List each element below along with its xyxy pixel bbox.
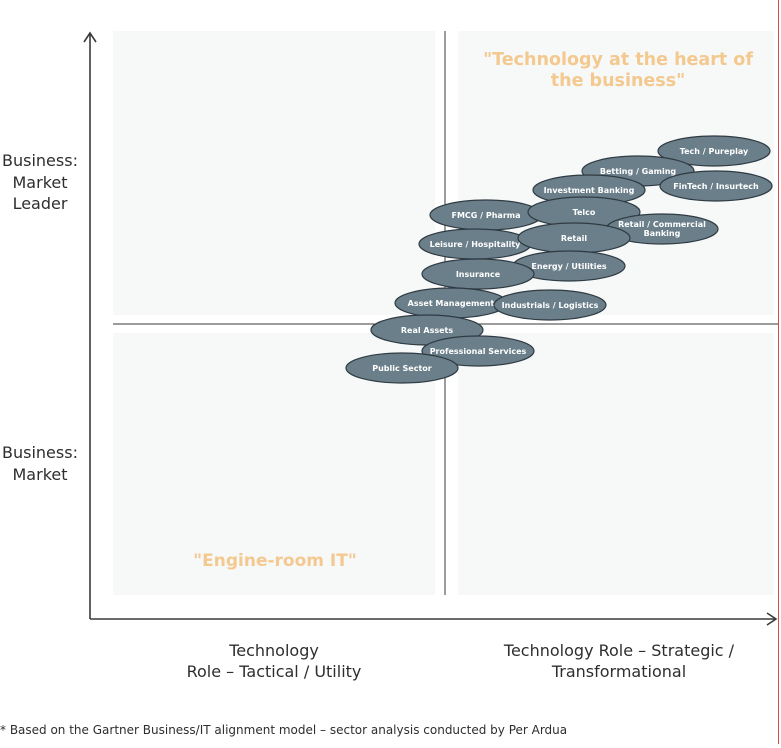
y-axis-top-label: Business: Market Leader <box>0 150 80 215</box>
sector-bubble: Energy / Utilities <box>512 250 626 282</box>
sector-bubble-label: Investment Banking <box>544 186 635 195</box>
x-axis-right-label: Technology Role – Strategic / Transforma… <box>478 640 760 682</box>
x-right-line-2: Transformational <box>551 662 687 681</box>
sector-bubble-label: FinTech / Insurtech <box>673 182 759 191</box>
sector-bubble: Professional Services <box>421 335 535 367</box>
sector-bubble-shape <box>493 289 607 321</box>
y-bottom-line-2: Market <box>12 464 68 484</box>
sector-bubble-label: Leisure / Hospitality <box>430 240 522 249</box>
sector-bubble: Retail / Commercial Banking <box>605 213 719 245</box>
y-top-line-2: Market <box>12 172 68 192</box>
sector-bubble: Tech / Pureplay <box>657 135 771 167</box>
y-top-line-3: Leader <box>12 194 68 213</box>
sector-bubble-label: Energy / Utilities <box>531 262 607 271</box>
top-right-quote-line-1: "Technology at the heart of <box>483 50 753 70</box>
sector-bubble-shape <box>657 135 771 167</box>
x-left-line-2: Role – Tactical / Utility <box>186 662 362 681</box>
quadrant-top-left <box>113 31 435 315</box>
x-axis-arrow-icon <box>766 612 778 626</box>
x-left-line-1: Technology <box>229 641 319 660</box>
y-axis-bottom-label: Business: Market <box>0 442 80 485</box>
top-right-quote-line-2: the business" <box>550 71 686 91</box>
sector-bubble-label: Tech / Pureplay <box>680 147 749 156</box>
sector-bubble-label: FMCG / Pharma <box>452 211 521 220</box>
x-right-line-1: Technology Role – Strategic / <box>503 641 735 660</box>
page-edge-line <box>778 0 779 744</box>
sector-bubble: Leisure / Hospitality <box>418 228 532 260</box>
quadrant-bottom-right <box>458 333 774 595</box>
top-right-quote: "Technology at the heart of the business… <box>470 50 766 92</box>
y-axis-arrow-icon <box>83 31 97 43</box>
sector-bubble-label: Retail / Commercial Banking <box>618 220 706 238</box>
sector-bubble-label: Asset Management <box>408 299 495 308</box>
footnote: * Based on the Gartner Business/IT align… <box>0 723 568 737</box>
sector-bubble-label: Insurance <box>456 270 501 279</box>
y-top-line-1: Business: <box>2 151 78 170</box>
y-bottom-line-1: Business: <box>2 443 78 462</box>
sector-bubble-label: Industrials / Logistics <box>502 301 599 310</box>
sector-bubble-label: Real Assets <box>401 326 453 335</box>
sector-bubble: Insurance <box>421 258 535 290</box>
sector-bubble-shape <box>345 352 459 384</box>
sector-bubble: Asset Management <box>394 287 508 319</box>
sector-bubble-shape <box>421 335 535 367</box>
x-axis-left-label: Technology Role – Tactical / Utility <box>160 640 388 682</box>
sector-bubble: Industrials / Logistics <box>493 289 607 321</box>
sector-bubble-label: Professional Services <box>430 347 527 356</box>
sector-bubble-label: Public Sector <box>372 364 432 373</box>
sector-bubble-label: Betting / Gaming <box>600 167 677 176</box>
bottom-left-quote: "Engine-room IT" <box>193 551 357 571</box>
sector-bubble: Public Sector <box>345 352 459 384</box>
sector-bubble-shape <box>659 170 773 202</box>
sector-bubbles: Tech / Pureplay Betting / Gaming FinTech /… <box>345 135 773 384</box>
sector-bubble-label: Telco <box>573 208 596 217</box>
sector-bubble-shape <box>421 258 535 290</box>
sector-bubble: Retail <box>517 222 631 254</box>
sector-bubble: FinTech / Insurtech <box>659 170 773 202</box>
sector-bubble: FMCG / Pharma <box>429 199 543 231</box>
sector-bubble-label: Retail <box>561 234 588 243</box>
sector-bubble: Telco <box>527 196 641 228</box>
